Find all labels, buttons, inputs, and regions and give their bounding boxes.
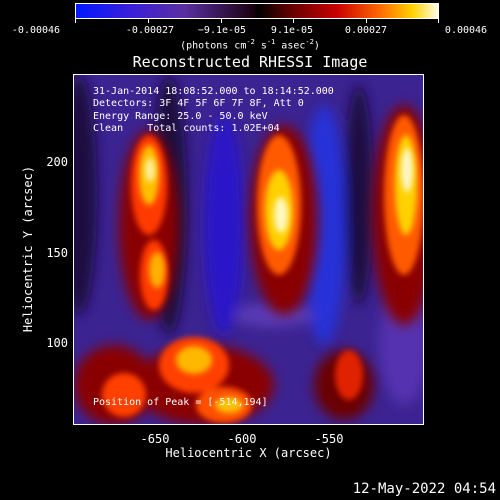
y-tick-label: 100: [46, 336, 68, 350]
colorbar-tickmark: [148, 19, 149, 23]
colorbar-tickmark: [438, 19, 439, 23]
x-axis-label: Heliocentric X (arcsec): [165, 446, 332, 460]
colorbar-tickmark: [75, 19, 76, 23]
colorbar-units: (photons cm-2 s-1 asec-2): [180, 38, 320, 52]
colorbar: [75, 3, 439, 19]
x-tick-label: -650: [140, 432, 170, 446]
timestamp: 12-May-2022 04:54: [352, 481, 496, 497]
y-tick-label: 150: [46, 246, 68, 260]
colorbar-tick-label: 0.00027: [344, 25, 388, 36]
colorbar-tick-label: 0.00046: [444, 25, 488, 36]
y-axis-label: Heliocentric Y (arcsec): [21, 165, 35, 333]
y-tick-label: 200: [46, 155, 68, 169]
colorbar-tick-label: -0.00046: [11, 25, 61, 36]
x-tick-label: -600: [227, 432, 257, 446]
x-tick-label: -550: [314, 432, 344, 446]
info-energy-range: Energy Range: 25.0 - 50.0 keV: [93, 111, 268, 122]
colorbar-tickmark: [293, 19, 294, 23]
colorbar-tick-label: −9.1e-05: [197, 25, 247, 36]
info-detectors: Detectors: 3F 4F 5F 6F 7F 8F, Att 0: [93, 98, 304, 109]
image-title: Reconstructed RHESSI Image: [132, 53, 368, 71]
info-time-range: 31-Jan-2014 18:08:52.000 to 18:14:52.000: [93, 86, 334, 97]
colorbar-tick-label: 9.1e-05: [270, 25, 314, 36]
colorbar-tick-label: -0.00027: [125, 25, 175, 36]
colorbar-tickmark: [366, 19, 367, 23]
rhessi-image-map: [74, 75, 423, 424]
peak-position: Position of Peak = [-514,194]: [93, 397, 268, 408]
rhessi-image-plot: [73, 74, 424, 425]
info-clean-counts: Clean Total counts: 1.02E+04: [93, 123, 280, 134]
colorbar-tickmark: [221, 19, 222, 23]
